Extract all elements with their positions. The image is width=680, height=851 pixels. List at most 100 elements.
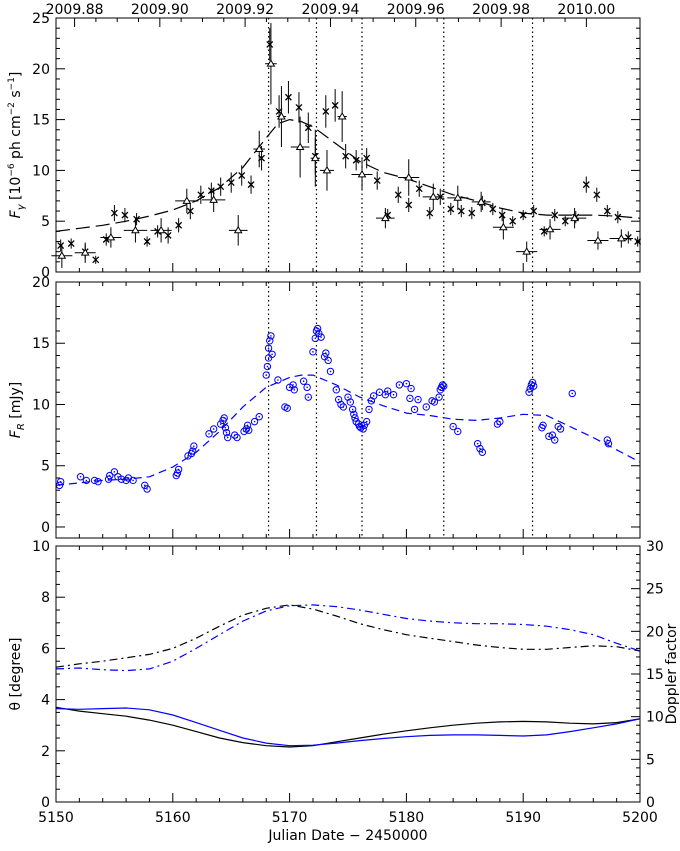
optical-point [141, 481, 149, 490]
circle-dot [307, 396, 310, 398]
p1-y-tick-labels: 0 5 10 15 20 25 [32, 11, 50, 281]
circle-dot [532, 385, 535, 387]
circle-marker [274, 376, 282, 384]
cross-marker [322, 108, 330, 115]
optical-point [369, 392, 378, 400]
optical-point [299, 377, 308, 385]
circle-dot [386, 390, 389, 392]
circle-marker [362, 417, 371, 426]
cross-marker [363, 154, 371, 162]
p3-curves [55, 604, 641, 748]
optical-point [76, 473, 85, 481]
y-tick-label: 2 [41, 744, 50, 760]
cross-marker [121, 211, 129, 219]
optical-point [332, 386, 341, 394]
optical-point [402, 379, 411, 388]
triangle-marker [131, 225, 140, 234]
gamma-cross-point [164, 227, 172, 244]
optical-point [283, 404, 291, 412]
y-tick-label: 0 [41, 795, 50, 811]
gamma-cross-point [447, 202, 455, 216]
gamma-triangle-point [587, 231, 609, 250]
circle-marker [539, 421, 547, 430]
optical-point [422, 403, 430, 411]
circle-dot [349, 401, 352, 403]
triangle-marker [453, 193, 463, 201]
circle-marker [250, 417, 259, 426]
p1-vertical-lines [267, 18, 534, 272]
optical-point [339, 403, 348, 411]
circle-dot [79, 475, 82, 478]
circle-marker [317, 333, 325, 341]
y-tick-label: 15 [32, 336, 50, 352]
gamma-cross-point [468, 206, 476, 220]
optical-point [309, 348, 317, 356]
triangle-marker [209, 195, 219, 203]
gamma-cross-point [295, 92, 303, 123]
circle-marker [435, 393, 443, 401]
gamma-model-curve [55, 118, 641, 232]
circle-marker [104, 475, 113, 483]
p3-frame [55, 545, 641, 803]
cross-marker [284, 93, 292, 101]
triangle-marker [428, 192, 438, 200]
optical-point [209, 425, 218, 433]
gamma-cross-point [519, 210, 527, 221]
optical-point [223, 433, 232, 442]
circle-dot [481, 451, 484, 454]
y-tick-label: 20 [32, 62, 50, 78]
cross-marker [247, 181, 255, 189]
circle-dot [270, 335, 272, 337]
circle-marker [478, 448, 487, 456]
circle-dot [325, 352, 327, 354]
triangle-marker [254, 144, 264, 153]
triangle-marker [106, 232, 116, 241]
cross-marker [57, 242, 65, 250]
optical-point [435, 393, 443, 401]
circle-dot [97, 480, 99, 483]
optical-point [266, 337, 274, 345]
circle-marker [339, 403, 348, 411]
circle-marker [223, 433, 232, 442]
y-tick-label: 6 [41, 641, 50, 657]
optical-point [255, 413, 263, 421]
gamma-cross-point [143, 236, 151, 247]
cross-marker [426, 209, 434, 217]
cross-marker [415, 185, 423, 193]
gamma-triangle-point [175, 188, 199, 214]
theta-doppler-curve-1 [55, 707, 641, 747]
circle-marker [348, 405, 357, 414]
circle-dot [378, 391, 381, 394]
circle-dot [302, 380, 305, 383]
circle-dot [288, 386, 291, 389]
circle-dot [316, 327, 319, 330]
x-axis-label: Julian Date − 2450000 [267, 828, 427, 844]
circle-marker [359, 425, 367, 433]
circle-dot [358, 425, 361, 428]
gamma-triangle-point [609, 229, 633, 248]
cross-marker [551, 211, 559, 219]
circle-dot [247, 429, 250, 432]
circle-dot [392, 393, 395, 396]
x-tick-label: 5180 [389, 810, 425, 826]
gamma-triangle-point [337, 91, 347, 142]
circle-marker [222, 428, 231, 437]
cross-marker [92, 256, 100, 264]
theta-doppler-curve-0 [55, 706, 641, 748]
circle-marker [528, 378, 537, 387]
optical-point [190, 442, 198, 450]
circle-dot [365, 420, 368, 423]
cross-marker [227, 179, 235, 187]
circle-dot [456, 430, 459, 433]
circle-dot [143, 484, 146, 487]
circle-dot [225, 431, 228, 434]
circle-marker [289, 381, 297, 389]
optical-point [222, 428, 231, 437]
angle-doppler-panel: 0 2 4 6 8 10 0 5 10 15 20 25 30 5150 5160 5170 5180 519… [8, 539, 680, 844]
circle-dot [417, 398, 419, 401]
circle-dot [267, 357, 270, 359]
circle-dot [85, 479, 88, 482]
circle-dot [271, 353, 273, 356]
optical-point [250, 417, 259, 426]
